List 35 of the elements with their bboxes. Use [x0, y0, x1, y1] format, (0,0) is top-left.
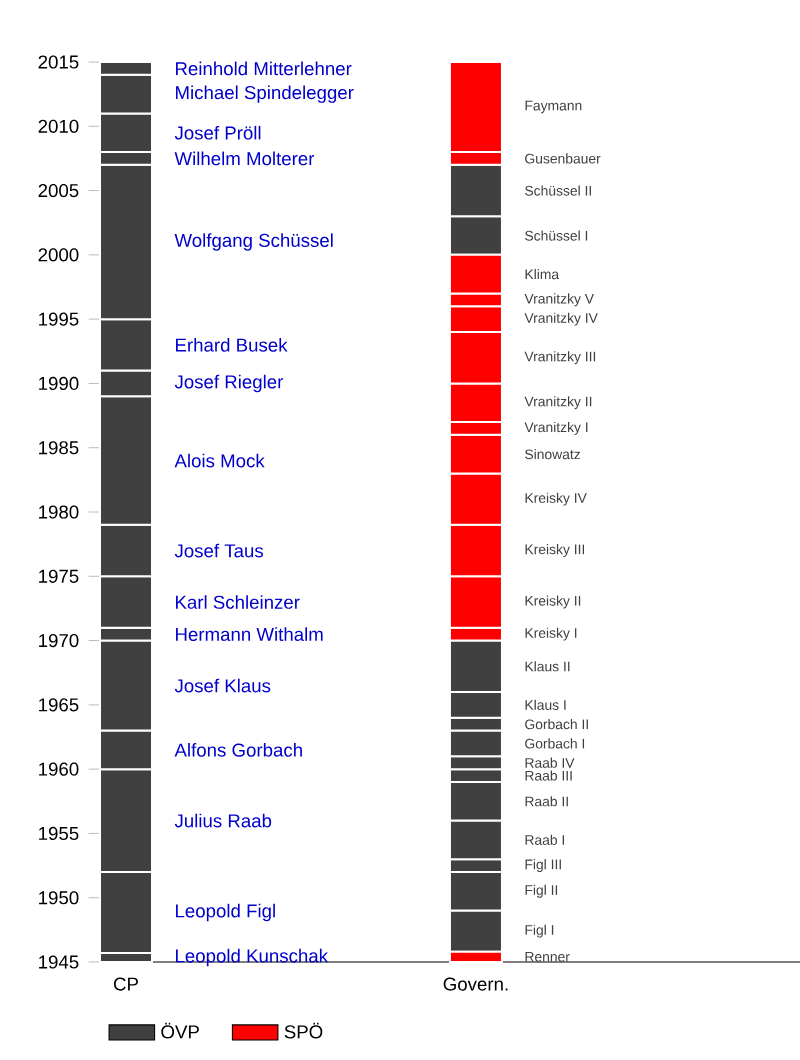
annotation: Julius Raab	[174, 813, 271, 828]
annotation: Michael Spindelegger	[175, 85, 354, 103]
annotation: Erhard Busek	[175, 338, 288, 352]
y-tick-label: 2015	[38, 55, 79, 69]
y-tick-label: 1970	[38, 633, 79, 648]
y-tick-label: 1965	[38, 698, 79, 712]
y-tick-label: 1985	[38, 441, 79, 455]
y-tick-label: 1990	[38, 376, 79, 391]
legend-label: SPÖ	[284, 1022, 323, 1039]
annotation: Josef Riegler	[174, 374, 283, 393]
y-tick-label: 1995	[38, 312, 79, 326]
annotation: Karl Schleinzer	[175, 595, 300, 609]
y-tick-label: 1980	[38, 505, 79, 519]
annotation: Josef Pröll	[174, 125, 261, 140]
annotation: Hermann Withalm	[175, 627, 323, 641]
y-tick-label: 1945	[38, 955, 79, 969]
annotation: Josef Taus	[174, 543, 263, 558]
annotation: Wolfgang Schüssel	[174, 233, 333, 251]
annotation: Wilhelm Molterer	[174, 151, 314, 166]
y-tick-label: 1960	[38, 762, 79, 776]
y-tick-label: 2010	[38, 119, 79, 133]
legend-label: ÖVP	[161, 1022, 199, 1039]
annotation: Josef Klaus	[174, 678, 271, 693]
annotation: Alois Mock	[174, 453, 265, 468]
y-tick-label: 2000	[38, 248, 79, 262]
y-tick-label: 1950	[38, 891, 79, 905]
annotation: Reinhold Mitterlehner	[175, 61, 352, 76]
annotation: Leopold Figl	[175, 903, 275, 922]
y-tick-label: 2005	[38, 184, 79, 198]
x-tick-label: CP	[113, 977, 138, 991]
x-tick-label: Govern.	[443, 977, 508, 991]
annotation: Leopold Kunschak	[175, 948, 328, 967]
y-tick-label: 1955	[38, 826, 79, 841]
y-tick-label: 1975	[38, 569, 79, 583]
annotation: Alfons Gorbach	[174, 743, 302, 757]
